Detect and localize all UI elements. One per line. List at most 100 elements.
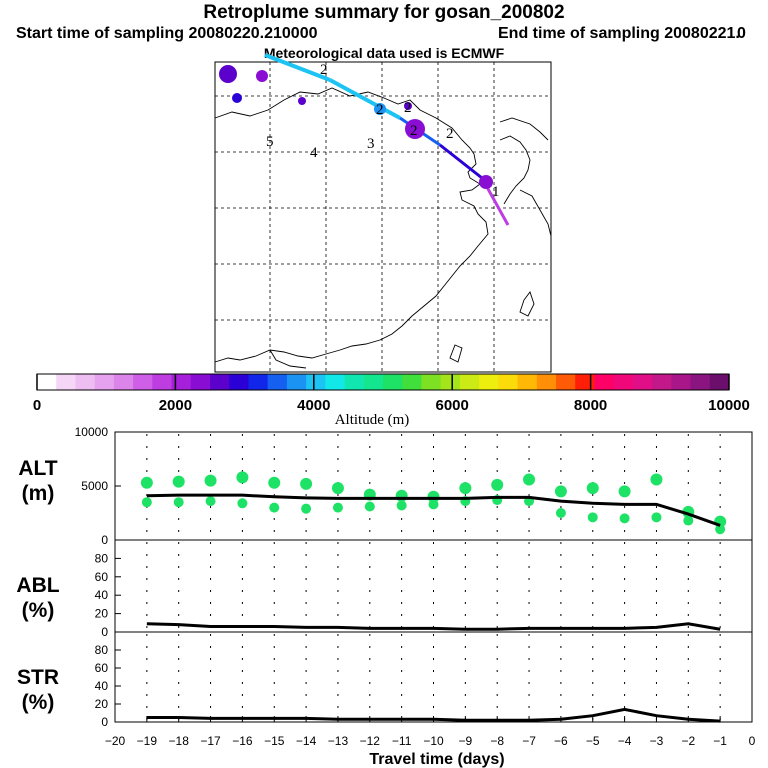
- colorbar-cell: [613, 374, 634, 390]
- track-segment: [329, 78, 401, 120]
- altitude-point: [586, 482, 599, 495]
- colorbar-cell: [459, 374, 480, 390]
- y-tick-label: 10000: [75, 425, 109, 439]
- colorbar-cell: [94, 374, 115, 390]
- altitude-point: [396, 500, 407, 511]
- altitude-point: [332, 502, 343, 513]
- altitude-point: [619, 513, 630, 524]
- altitude-point: [683, 515, 694, 526]
- altitude-point: [269, 502, 280, 513]
- coastlines: [214, 87, 552, 369]
- colorbar-cell: [556, 374, 576, 390]
- met-data-label: Meteorological data used is ECMWF: [263, 45, 505, 61]
- track-label: 4: [310, 145, 318, 161]
- colorbar-cell: [632, 374, 653, 390]
- panel-label: STR: [17, 666, 59, 689]
- panel-label: ABL: [16, 574, 59, 597]
- panel-units: (%): [22, 599, 55, 622]
- x-axis-label: Travel time (days): [369, 751, 504, 768]
- chart-title: Retroplume summary for gosan_200802: [203, 2, 565, 23]
- altitude-point: [301, 503, 312, 514]
- colorbar-cell: [690, 374, 711, 390]
- colorbar-label: Altitude (m): [335, 412, 410, 428]
- colorbar-cell: [56, 374, 76, 390]
- y-tick-label: 40: [95, 679, 109, 693]
- y-tick-label: 80: [95, 643, 109, 657]
- colorbar-cell: [709, 374, 730, 390]
- altitude-point: [172, 475, 185, 488]
- altitude-point: [331, 482, 344, 495]
- colorbar-cell: [267, 374, 288, 390]
- colorbar-cell: [652, 374, 672, 390]
- x-tick-label: −3: [650, 734, 664, 748]
- track-label: 3: [367, 136, 375, 152]
- altitude-point: [650, 473, 663, 486]
- panel-label: ALT: [18, 457, 57, 480]
- cluster-marker: [374, 103, 386, 115]
- colorbar-cell: [113, 374, 134, 390]
- altitude-point: [236, 471, 249, 484]
- panel-units: (m): [22, 482, 55, 505]
- altitude-point: [459, 482, 472, 495]
- track-segment: [439, 143, 483, 180]
- cluster-marker: [479, 175, 493, 189]
- y-tick-label: 60: [95, 570, 109, 584]
- colorbar-cell: [421, 374, 442, 390]
- x-tick-label: −20: [105, 734, 126, 748]
- track-label: 2: [446, 126, 454, 142]
- x-tick-label: −16: [232, 734, 253, 748]
- altitude-point: [364, 501, 375, 512]
- panel-units: (%): [22, 691, 55, 714]
- cluster-marker: [404, 102, 412, 110]
- altitude-point: [523, 473, 536, 486]
- track-labels: 2 2 2 2 2 5 4 3 1: [266, 62, 500, 200]
- altitude-point: [491, 478, 504, 491]
- colorbar-cell: [306, 374, 326, 390]
- x-tick-label: −2: [681, 734, 695, 748]
- y-tick-label: 40: [95, 588, 109, 602]
- start-time-label: Start time of sampling 20080220.210000: [16, 25, 318, 42]
- altitude-point: [173, 497, 184, 508]
- colorbar-cell: [248, 374, 269, 390]
- altitude-point: [554, 485, 567, 498]
- y-tick-label: 60: [95, 661, 109, 675]
- track-label: 2: [376, 102, 384, 118]
- x-tick-label: −10: [423, 734, 444, 748]
- colorbar-cell: [594, 374, 615, 390]
- y-tick-label: 20: [95, 607, 109, 621]
- cluster-marker: [232, 93, 242, 103]
- altitude-point: [141, 497, 152, 508]
- colorbar-cell: [440, 374, 461, 390]
- colorbar-tick-label: 2000: [159, 397, 192, 414]
- colorbar-cell: [344, 374, 365, 390]
- colorbar-cell: [363, 374, 384, 390]
- x-tick-label: −8: [490, 734, 504, 748]
- y-tick-label: 0: [101, 625, 108, 639]
- x-tick-label: −5: [586, 734, 600, 748]
- cluster-marker: [405, 119, 425, 139]
- cluster-marker: [256, 70, 268, 82]
- colorbar-cell: [479, 374, 499, 390]
- map-frame: [214, 61, 552, 373]
- x-tick-label: −12: [360, 734, 381, 748]
- altitude-point: [300, 477, 313, 490]
- y-tick-label: 20: [95, 697, 109, 711]
- colorbar-tick-label: 0: [33, 397, 41, 414]
- colorbar-cell: [190, 374, 211, 390]
- trajectory-track: [264, 53, 510, 226]
- x-tick-label: −9: [459, 734, 473, 748]
- colorbar-cell: [536, 374, 557, 390]
- colorbar-cell: [325, 374, 346, 390]
- colorbar-cell: [517, 374, 538, 390]
- colorbar-cell: [498, 374, 519, 390]
- track-label: 2: [320, 62, 328, 78]
- x-tick-label: −1: [713, 734, 727, 748]
- colorbar-cell: [383, 374, 403, 390]
- colorbar-cell: [171, 374, 192, 390]
- panel-frame: [114, 631, 753, 723]
- colorbar-cell: [671, 374, 692, 390]
- track-label: 5: [266, 134, 274, 150]
- altitude-point: [428, 499, 439, 510]
- y-tick-label: 0: [101, 533, 108, 547]
- map-gridlines: [215, 62, 551, 372]
